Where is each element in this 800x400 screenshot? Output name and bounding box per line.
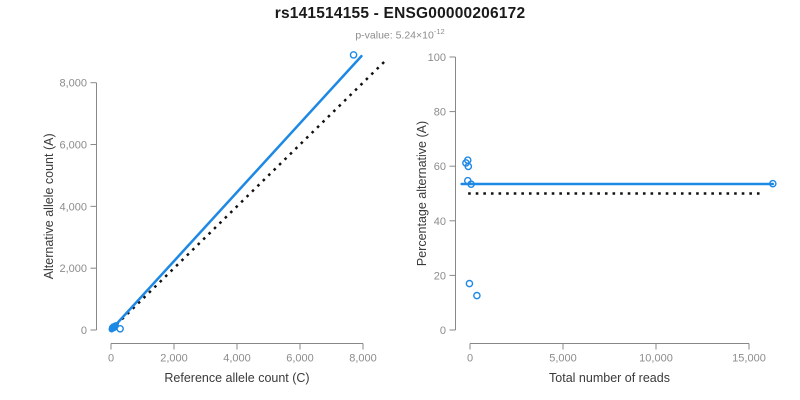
x-axis-title: Reference allele count (C) xyxy=(164,371,309,385)
x-tick-label: 0 xyxy=(467,353,473,365)
y-tick-label: 2,000 xyxy=(59,263,87,275)
x-axis-title: Total number of reads xyxy=(549,371,670,385)
data-point xyxy=(473,291,481,300)
figure-subtitle: p-value: 5.24×10-12 xyxy=(0,27,800,42)
x-tick-label: 0 xyxy=(108,353,114,365)
percentage-scatter: 0 20 40 60 80 100 0 5,000 10,000 15,000 Percentage… xyxy=(415,52,777,385)
y-tick-label: 60 xyxy=(434,161,446,173)
y-tick-label: 4,000 xyxy=(59,201,87,213)
data-point xyxy=(467,180,475,189)
data-point xyxy=(349,51,358,59)
data-point xyxy=(112,322,119,329)
x-tick-label: 15,000 xyxy=(732,353,766,365)
y-axis-title: Alternative allele count (A) xyxy=(42,133,56,279)
pvalue-text: p-value: 5.24×10 xyxy=(355,29,434,42)
fit-line xyxy=(109,54,363,332)
x-tick-label: 6,000 xyxy=(286,353,314,365)
x-tick-label: 4,000 xyxy=(223,353,251,365)
data-point xyxy=(769,179,777,188)
identity-line xyxy=(110,58,388,331)
y-tick-label: 0 xyxy=(440,325,446,337)
data-point xyxy=(465,279,474,288)
x-tick-label: 5,000 xyxy=(549,353,577,365)
y-tick-label: 8,000 xyxy=(59,78,87,90)
y-tick-label: 20 xyxy=(434,270,446,282)
y-tick-label: 0 xyxy=(81,325,87,337)
y-tick-label: 80 xyxy=(434,107,446,119)
y-tick-label: 100 xyxy=(428,52,446,64)
figure-title: rs141514155 - ENSG00000206172 xyxy=(274,5,526,22)
x-tick-label: 10,000 xyxy=(639,353,673,365)
x-tick-label: 2,000 xyxy=(160,353,188,365)
x-tick-label: 8,000 xyxy=(349,353,377,365)
y-tick-label: 6,000 xyxy=(59,140,87,152)
data-point xyxy=(116,324,124,333)
pvalue-exponent: -12 xyxy=(433,27,445,36)
data-point xyxy=(464,162,473,171)
y-tick-label: 40 xyxy=(434,216,446,228)
allele-count-scatter: 0 2,000 4,000 6,000 8,000 0 2,000 4,000 6,000 8,0… xyxy=(42,51,388,385)
y-axis-title: Percentage alternative (A) xyxy=(415,121,429,266)
